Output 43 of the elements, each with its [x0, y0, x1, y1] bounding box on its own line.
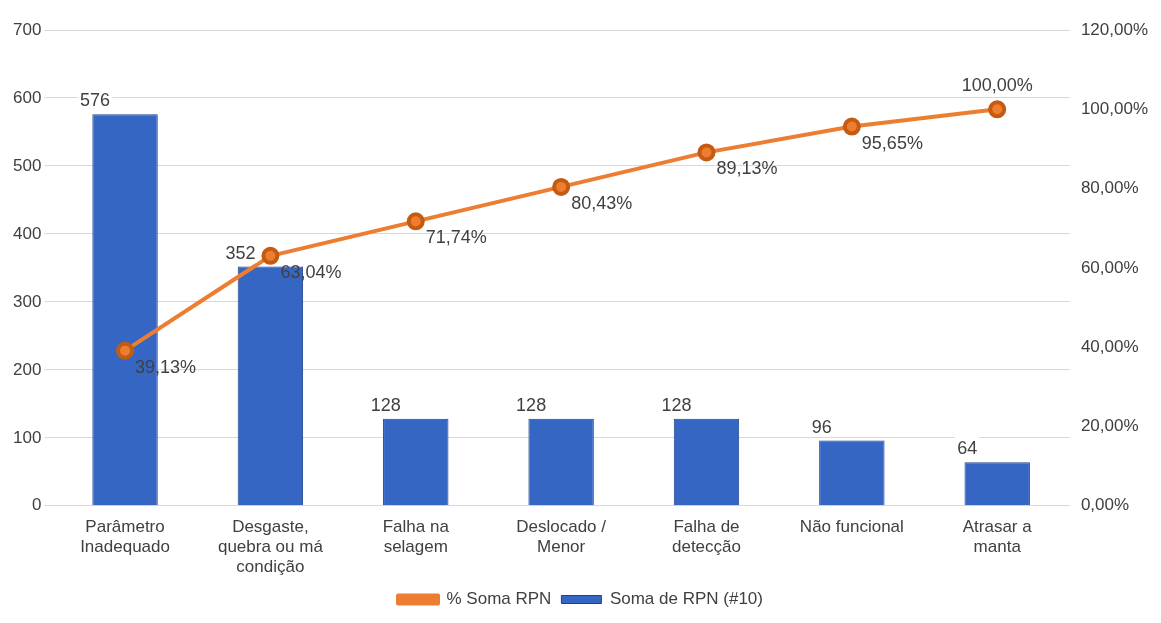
data-label: 80,43% — [571, 192, 633, 213]
data-label: 352 — [225, 242, 256, 263]
y2-tick-label: 0,00% — [1080, 495, 1130, 515]
data-label: 89,13% — [716, 158, 778, 179]
y2-tick-label: 60,00% — [1080, 257, 1139, 277]
data-label: 100,00% — [961, 75, 1033, 96]
x-tick-label: Desgaste, quebra ou má condição — [217, 516, 324, 577]
x-tick-label: Parâmetro Inadequado — [80, 516, 170, 557]
y-tick-label: 600 — [12, 87, 42, 107]
data-label: 576 — [80, 90, 111, 111]
y-tick-label: 300 — [12, 291, 42, 311]
y-tick-label: 0 — [31, 495, 42, 515]
y-tick-label: 700 — [12, 19, 42, 39]
x-tick-label: Falha de detecção — [671, 516, 741, 557]
x-tick-label: Não funcional — [799, 516, 904, 536]
point — [697, 143, 716, 162]
data-label: 64 — [957, 438, 978, 459]
point — [406, 212, 425, 231]
point — [988, 100, 1007, 119]
y-tick-label: 100 — [12, 427, 42, 447]
y2-tick-label: 40,00% — [1080, 336, 1139, 356]
data-label: 95,65% — [861, 132, 923, 153]
point — [261, 246, 280, 265]
y2-tick-label: 20,00% — [1080, 416, 1139, 436]
data-label: 128 — [661, 394, 692, 415]
point — [552, 177, 571, 196]
data-label: 128 — [516, 394, 547, 415]
y-tick-label: 400 — [12, 223, 42, 243]
y-tick-label: 500 — [12, 155, 42, 175]
point — [842, 117, 861, 136]
legend-label: Soma de RPN (#10) — [609, 589, 763, 609]
x-tick-label: Deslocado / Menor — [516, 516, 607, 557]
data-label: 71,74% — [425, 227, 487, 248]
legend-label: % Soma RPN — [446, 589, 552, 609]
data-label: 128 — [370, 394, 401, 415]
data-label: 96 — [811, 416, 832, 437]
y-tick-label: 200 — [12, 359, 42, 379]
y2-tick-label: 120,00% — [1080, 19, 1149, 39]
x-tick-label: Falha na selagem — [382, 516, 450, 557]
y2-tick-label: 80,00% — [1080, 178, 1139, 198]
point — [116, 341, 135, 360]
x-tick-label: Atrasar a manta — [962, 516, 1033, 557]
y2-tick-label: 100,00% — [1080, 98, 1149, 118]
